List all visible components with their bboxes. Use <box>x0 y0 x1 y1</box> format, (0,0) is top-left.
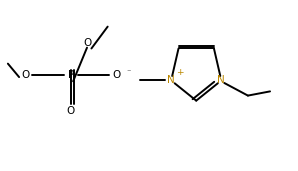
Text: N: N <box>218 75 225 86</box>
Text: O: O <box>21 70 30 80</box>
Text: O: O <box>67 106 75 116</box>
Text: ⁻: ⁻ <box>126 67 131 76</box>
Text: P: P <box>68 70 74 80</box>
Text: O: O <box>84 38 92 48</box>
Text: N: N <box>167 75 175 86</box>
Text: +: + <box>176 68 183 77</box>
Text: O: O <box>112 70 121 80</box>
